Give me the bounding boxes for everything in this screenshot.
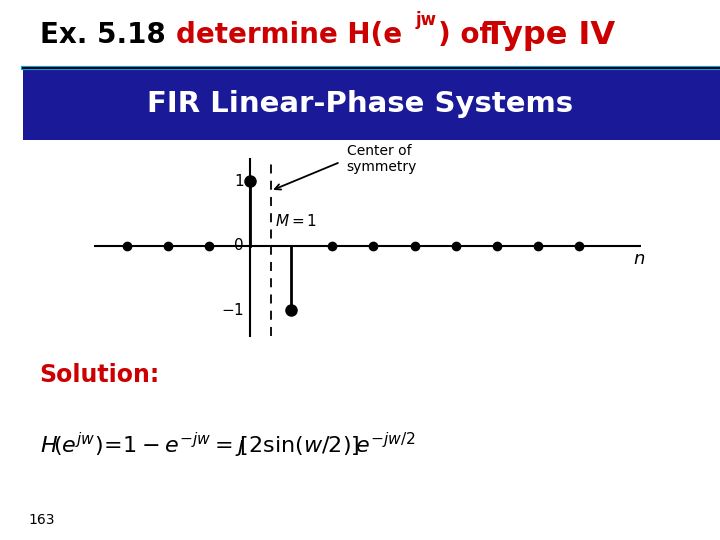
Text: jw: jw [415, 11, 436, 29]
Text: $H\!\left(e^{jw}\right)\!=\!1-e^{-jw}= j\!\left[2\sin(w/2)\right]\!e^{-jw/2}$: $H\!\left(e^{jw}\right)\!=\!1-e^{-jw}= j… [40, 431, 415, 460]
Text: Solution:: Solution: [40, 363, 160, 387]
Text: $n$: $n$ [633, 249, 644, 268]
Text: 1: 1 [234, 174, 244, 189]
Text: Ex. 5.18: Ex. 5.18 [40, 21, 175, 49]
Text: $M = 1$: $M = 1$ [274, 213, 317, 229]
Text: ) of: ) of [438, 21, 501, 49]
Bar [23, 68, 720, 140]
Text: FIR Linear-Phase Systems: FIR Linear-Phase Systems [147, 90, 573, 118]
Text: 163: 163 [29, 512, 55, 526]
Text: 0: 0 [234, 238, 244, 253]
Text: Type IV: Type IV [484, 19, 615, 51]
Text: Center of
symmetry: Center of symmetry [346, 144, 417, 174]
Text: $-1$: $-1$ [221, 302, 244, 318]
Text: determine H(e: determine H(e [176, 21, 402, 49]
